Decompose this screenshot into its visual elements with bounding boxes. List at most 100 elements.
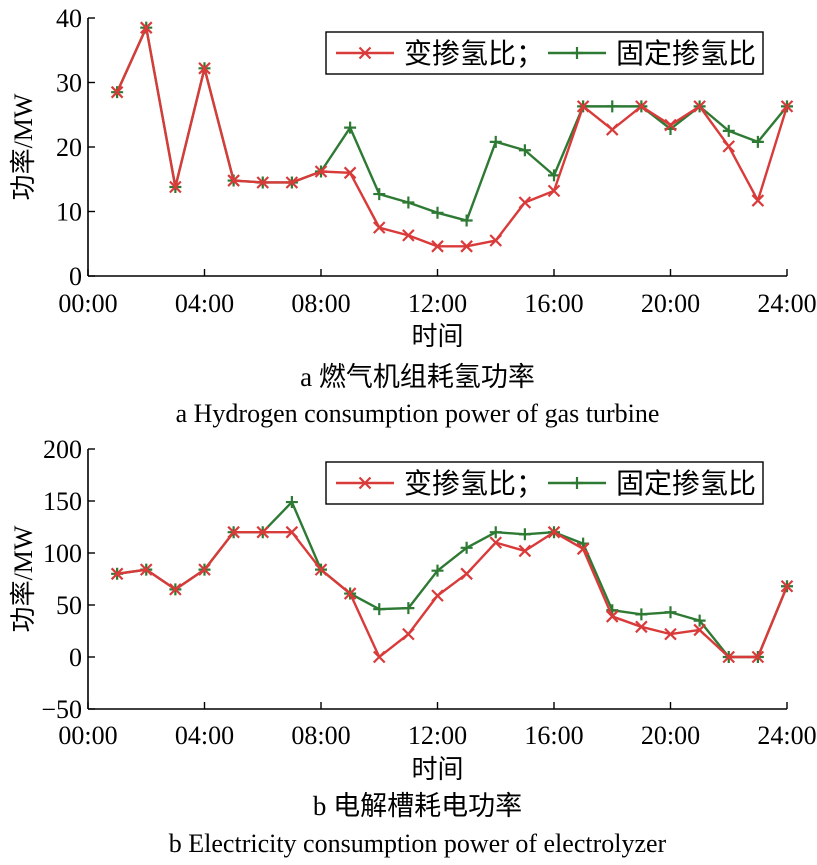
legend-marker-variable: [358, 476, 372, 490]
data-point: [343, 587, 357, 600]
data-point: [372, 650, 386, 664]
data-point: [693, 623, 706, 637]
data-point: [518, 528, 531, 541]
data-point: [489, 234, 503, 247]
data-point: [285, 496, 298, 509]
data-point: [402, 196, 415, 209]
legend-box: [325, 31, 764, 75]
legend-label-variable: 变掺氢比；: [404, 468, 544, 500]
legend-label-variable: 变掺氢比；: [404, 38, 544, 70]
data-point: [635, 620, 648, 634]
x-axis-label: 时间: [411, 755, 463, 784]
data-point: [635, 100, 648, 113]
x-tick-label: 00:00: [58, 721, 117, 750]
legend-label-fixed: 固定掺氢比: [616, 38, 756, 70]
data-point: [344, 121, 357, 134]
data-point: [402, 602, 415, 615]
y-axis-label: 功率/MW: [9, 525, 38, 632]
data-point: [489, 135, 502, 148]
data-point: [343, 166, 357, 180]
x-tick-label: 24:00: [757, 721, 816, 750]
x-tick-label: 04:00: [175, 721, 234, 750]
data-point: [169, 583, 182, 596]
x-tick-label: 20:00: [641, 289, 700, 318]
data-point: [431, 240, 444, 253]
data-point: [518, 196, 532, 209]
series-line: [116, 26, 789, 248]
data-point: [169, 180, 182, 194]
legend-label-fixed: 固定掺氢比: [616, 468, 756, 500]
data-point: [139, 21, 153, 34]
data-point: [547, 184, 561, 198]
data-point: [372, 221, 386, 234]
data-point: [431, 206, 444, 219]
data-point: [693, 100, 706, 113]
data-point: [227, 174, 240, 187]
data-point: [460, 567, 473, 581]
x-axis-label: 时间: [411, 322, 463, 351]
data-point: [693, 614, 706, 627]
series-variable: [110, 525, 794, 664]
data-point: [547, 525, 561, 539]
data-point: [605, 610, 619, 623]
data-point: [664, 118, 677, 132]
y-tick-label: 0: [69, 262, 82, 291]
legend: 变掺氢比； 固定掺氢比: [325, 461, 764, 505]
data-point: [489, 526, 502, 539]
y-tick-label: 0: [69, 643, 82, 672]
y-tick-label: 30: [56, 69, 82, 98]
legend: 变掺氢比； 固定掺氢比: [325, 31, 764, 75]
y-tick-label: 100: [43, 539, 82, 568]
y-tick-label: 10: [56, 198, 82, 227]
data-point: [402, 627, 415, 641]
data-point: [373, 603, 386, 616]
data-point: [576, 542, 590, 556]
data-point: [518, 544, 532, 558]
y-tick-label: 20: [56, 133, 82, 162]
data-point: [576, 100, 590, 113]
data-point: [751, 194, 765, 207]
data-point: [460, 214, 473, 227]
data-point: [110, 85, 124, 99]
data-point: [460, 541, 473, 554]
data-point: [198, 62, 211, 75]
data-point: [722, 124, 735, 137]
data-point: [635, 608, 648, 621]
series-fixed: [111, 496, 793, 663]
data-point: [722, 140, 736, 153]
data-point: [722, 650, 736, 664]
chart-1: 0 10 20 30 40 00:00 04:00 08:00 12:00 16:00 20:00 2…: [9, 4, 817, 428]
data-point: [548, 169, 560, 182]
data-point: [606, 100, 619, 113]
x-tick-label: 16:00: [524, 721, 583, 750]
x-tick-label: 08:00: [291, 721, 350, 750]
y-tick-label: 40: [56, 4, 82, 33]
legend-marker-variable: [358, 46, 372, 60]
data-point: [139, 563, 153, 576]
data-point: [256, 525, 270, 539]
y-tick-label: −50: [41, 695, 82, 724]
x-tick-label: 08:00: [291, 289, 350, 318]
data-point: [402, 229, 415, 242]
caption-cn: b 电解槽耗电功率: [313, 791, 522, 821]
series-variable: [110, 21, 794, 253]
series-line: [116, 531, 789, 659]
data-point: [605, 123, 619, 136]
caption-en: b Electricity consumption power of elect…: [169, 829, 667, 858]
caption-cn: a 燃气机组耗氢功率: [300, 362, 535, 392]
data-point: [664, 627, 677, 641]
data-point: [751, 650, 765, 664]
legend-box: [325, 461, 764, 505]
data-point: [110, 567, 124, 581]
legend-marker-fixed: [571, 477, 583, 489]
x-tick-label: 04:00: [175, 289, 234, 318]
y-axis-label: 功率/MW: [9, 93, 38, 200]
data-point: [751, 135, 764, 148]
y-tick-label: 50: [56, 591, 82, 620]
x-tick-label: 16:00: [524, 289, 583, 318]
data-point: [431, 589, 444, 602]
data-point: [518, 144, 531, 157]
data-point: [460, 240, 473, 253]
data-point: [314, 563, 328, 576]
